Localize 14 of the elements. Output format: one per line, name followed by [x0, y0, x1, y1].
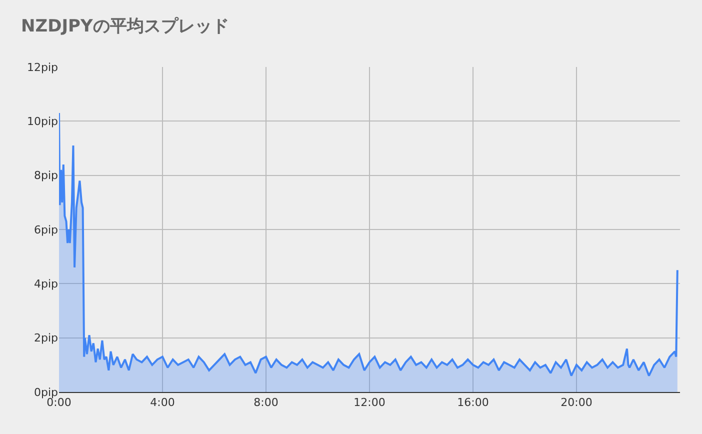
x-tick-label: 4:00 — [150, 396, 175, 410]
x-tick-label: 16:00 — [457, 396, 489, 410]
y-tick-label: 2pip — [34, 332, 58, 345]
y-tick-label: 4pip — [34, 278, 58, 291]
chart-title: NZDJPYの平均スプレッド — [21, 16, 229, 36]
x-tick-label: 0:00 — [46, 396, 72, 410]
y-tick-label: 8pip — [34, 169, 58, 182]
y-tick-label: 0pip — [34, 386, 58, 399]
x-tick-label: 12:00 — [354, 396, 386, 410]
x-tick-label: 20:00 — [560, 396, 592, 410]
y-tick-label: 10pip — [26, 115, 58, 128]
x-tick-label: 8:00 — [254, 396, 278, 410]
y-tick-label: 12pip — [26, 60, 58, 74]
y-tick-label: 6pip — [34, 223, 58, 236]
